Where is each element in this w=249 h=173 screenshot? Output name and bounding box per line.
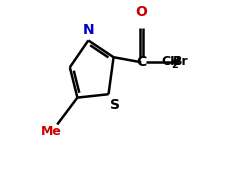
Text: N: N xyxy=(82,23,94,37)
Text: Me: Me xyxy=(41,125,62,138)
Text: 2: 2 xyxy=(171,60,178,70)
Text: CH: CH xyxy=(162,55,181,68)
Text: O: O xyxy=(135,4,147,19)
Text: Br: Br xyxy=(173,55,189,68)
Text: C: C xyxy=(136,55,146,69)
Text: S: S xyxy=(110,98,120,112)
